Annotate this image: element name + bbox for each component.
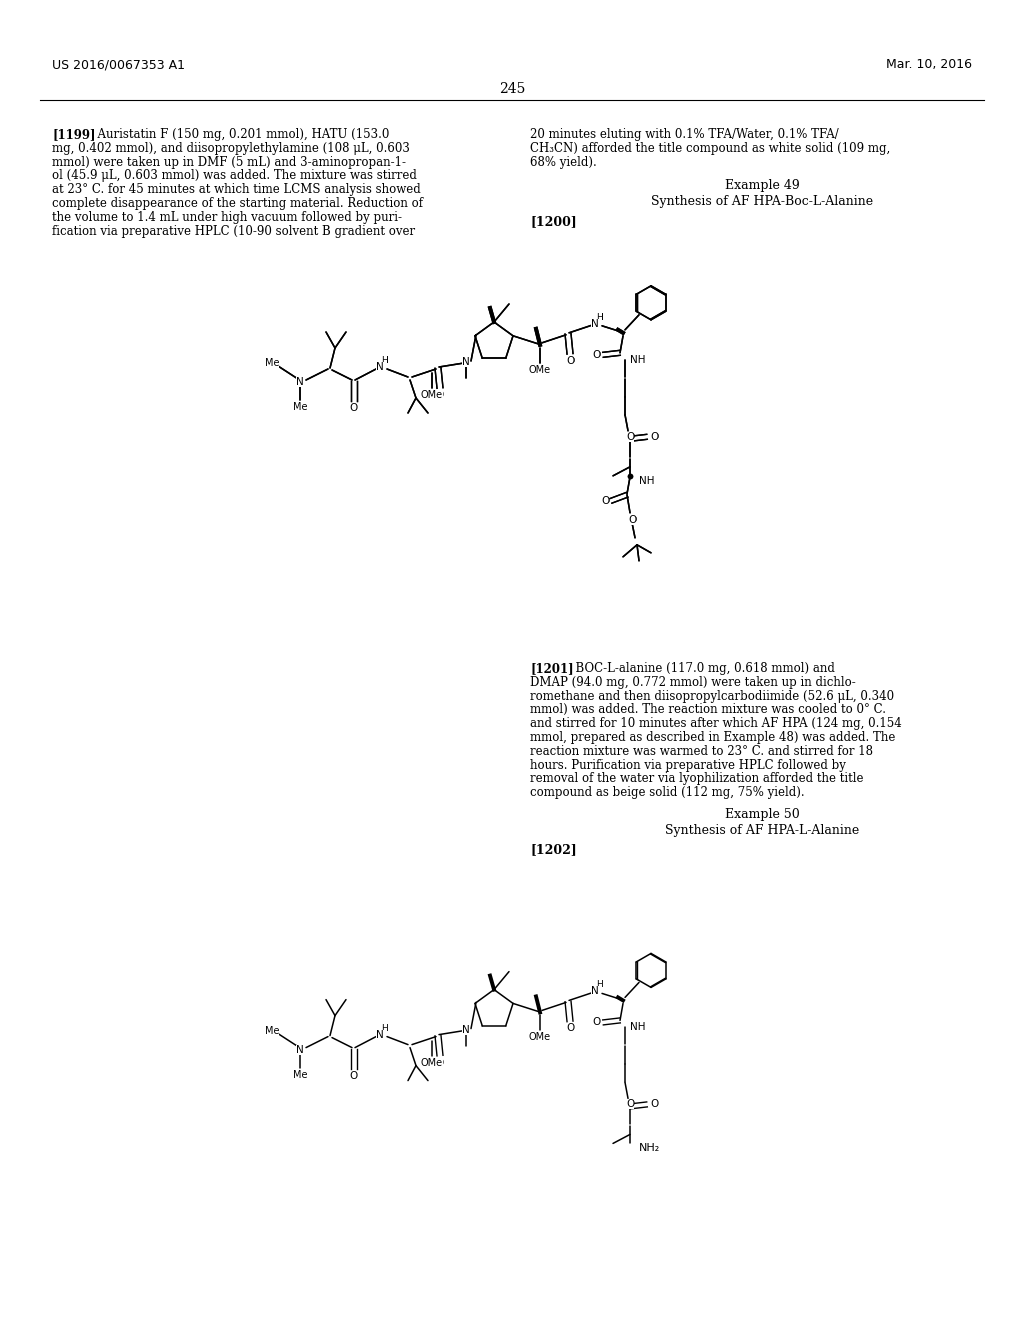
Text: H: H bbox=[596, 313, 602, 322]
Text: O: O bbox=[650, 1100, 658, 1109]
Text: O: O bbox=[628, 515, 636, 525]
Text: NH: NH bbox=[630, 1023, 645, 1032]
Text: DMAP (94.0 mg, 0.772 mmol) were taken up in dichlo-: DMAP (94.0 mg, 0.772 mmol) were taken up… bbox=[530, 676, 856, 689]
Text: BOC-L-alanine (117.0 mg, 0.618 mmol) and: BOC-L-alanine (117.0 mg, 0.618 mmol) and bbox=[568, 663, 835, 675]
Text: O: O bbox=[650, 432, 658, 442]
Text: N: N bbox=[591, 319, 599, 329]
Text: N: N bbox=[462, 356, 470, 367]
Text: O: O bbox=[350, 1071, 358, 1081]
Text: H: H bbox=[381, 1023, 387, 1032]
Text: N: N bbox=[296, 378, 304, 387]
Text: H: H bbox=[381, 356, 387, 366]
Text: 20 minutes eluting with 0.1% TFA/Water, 0.1% TFA/: 20 minutes eluting with 0.1% TFA/Water, … bbox=[530, 128, 839, 141]
Text: NH: NH bbox=[630, 355, 645, 364]
Text: reaction mixture was warmed to 23° C. and stirred for 18: reaction mixture was warmed to 23° C. an… bbox=[530, 744, 873, 758]
Text: [1201]: [1201] bbox=[530, 663, 573, 675]
Text: O: O bbox=[436, 1057, 444, 1068]
Text: O: O bbox=[566, 356, 574, 366]
Text: O: O bbox=[566, 1023, 574, 1034]
Text: Example 49: Example 49 bbox=[725, 180, 800, 193]
Text: 68% yield).: 68% yield). bbox=[530, 156, 597, 169]
Text: N: N bbox=[591, 319, 599, 329]
Text: O: O bbox=[601, 496, 609, 506]
Text: NH: NH bbox=[630, 355, 645, 364]
Text: O: O bbox=[350, 403, 358, 413]
Text: O: O bbox=[592, 350, 600, 360]
Text: romethane and then diisopropylcarbodiimide (52.6 μL, 0.340: romethane and then diisopropylcarbodiimi… bbox=[530, 689, 894, 702]
Text: Me: Me bbox=[265, 1026, 280, 1036]
Text: removal of the water via lyophilization afforded the title: removal of the water via lyophilization … bbox=[530, 772, 863, 785]
Text: Me: Me bbox=[265, 358, 280, 368]
Text: Synthesis of AF HPA-Boc-L-Alanine: Synthesis of AF HPA-Boc-L-Alanine bbox=[651, 195, 873, 209]
Text: OMe: OMe bbox=[529, 364, 551, 375]
Text: N: N bbox=[376, 362, 384, 372]
Text: N: N bbox=[591, 986, 599, 997]
Text: H: H bbox=[596, 313, 602, 322]
Text: H: H bbox=[381, 356, 387, 366]
Text: OMe: OMe bbox=[529, 364, 551, 375]
Text: O: O bbox=[626, 1100, 634, 1109]
Text: Me: Me bbox=[293, 1069, 307, 1080]
Text: O: O bbox=[436, 389, 444, 400]
Text: O: O bbox=[628, 515, 636, 525]
Text: O: O bbox=[650, 432, 658, 442]
Text: and stirred for 10 minutes after which AF HPA (124 mg, 0.154: and stirred for 10 minutes after which A… bbox=[530, 717, 902, 730]
Text: complete disappearance of the starting material. Reduction of: complete disappearance of the starting m… bbox=[52, 197, 423, 210]
Text: N: N bbox=[376, 1030, 384, 1040]
Text: Auristatin F (150 mg, 0.201 mmol), HATU (153.0: Auristatin F (150 mg, 0.201 mmol), HATU … bbox=[90, 128, 389, 141]
Text: CH₃CN) afforded the title compound as white solid (109 mg,: CH₃CN) afforded the title compound as wh… bbox=[530, 141, 890, 154]
Text: Mar. 10, 2016: Mar. 10, 2016 bbox=[886, 58, 972, 71]
Text: O: O bbox=[350, 403, 358, 413]
Text: O: O bbox=[592, 1018, 600, 1027]
Text: compound as beige solid (112 mg, 75% yield).: compound as beige solid (112 mg, 75% yie… bbox=[530, 787, 805, 799]
Text: N: N bbox=[296, 1044, 304, 1055]
Text: N: N bbox=[462, 1024, 470, 1035]
Text: mmol) was added. The reaction mixture was cooled to 0° C.: mmol) was added. The reaction mixture wa… bbox=[530, 704, 886, 717]
Text: N: N bbox=[376, 362, 384, 372]
Text: 245: 245 bbox=[499, 82, 525, 96]
Text: [1202]: [1202] bbox=[530, 843, 577, 855]
Text: Example 50: Example 50 bbox=[725, 808, 800, 821]
Text: NH: NH bbox=[639, 475, 654, 486]
Text: hours. Purification via preparative HPLC followed by: hours. Purification via preparative HPLC… bbox=[530, 759, 846, 772]
Text: [1199]: [1199] bbox=[52, 128, 95, 141]
Text: mg, 0.402 mmol), and diisopropylethylamine (108 μL, 0.603: mg, 0.402 mmol), and diisopropylethylami… bbox=[52, 141, 410, 154]
Text: N: N bbox=[296, 378, 304, 387]
Text: Me: Me bbox=[265, 358, 280, 368]
Text: US 2016/0067353 A1: US 2016/0067353 A1 bbox=[52, 58, 185, 71]
Text: OMe: OMe bbox=[421, 389, 443, 400]
Text: [1200]: [1200] bbox=[530, 215, 577, 228]
Text: O: O bbox=[592, 350, 600, 360]
Text: O: O bbox=[626, 432, 634, 442]
Text: O: O bbox=[566, 356, 574, 366]
Text: O: O bbox=[436, 389, 444, 400]
Text: O: O bbox=[626, 432, 634, 442]
Text: H: H bbox=[596, 981, 602, 990]
Text: at 23° C. for 45 minutes at which time LCMS analysis showed: at 23° C. for 45 minutes at which time L… bbox=[52, 183, 421, 197]
Text: Synthesis of AF HPA-L-Alanine: Synthesis of AF HPA-L-Alanine bbox=[665, 824, 859, 837]
Text: N: N bbox=[462, 356, 470, 367]
Text: NH₂: NH₂ bbox=[639, 1143, 660, 1154]
Text: fication via preparative HPLC (10-90 solvent B gradient over: fication via preparative HPLC (10-90 sol… bbox=[52, 224, 415, 238]
Text: NH: NH bbox=[639, 475, 654, 486]
Text: O: O bbox=[601, 496, 609, 506]
Text: OMe: OMe bbox=[421, 1057, 443, 1068]
Text: ol (45.9 μL, 0.603 mmol) was added. The mixture was stirred: ol (45.9 μL, 0.603 mmol) was added. The … bbox=[52, 169, 417, 182]
Text: Me: Me bbox=[293, 403, 307, 412]
Text: OMe: OMe bbox=[421, 389, 443, 400]
Text: the volume to 1.4 mL under high vacuum followed by puri-: the volume to 1.4 mL under high vacuum f… bbox=[52, 211, 402, 224]
Text: OMe: OMe bbox=[529, 1032, 551, 1043]
Text: mmol, prepared as described in Example 48) was added. The: mmol, prepared as described in Example 4… bbox=[530, 731, 895, 744]
Text: mmol) were taken up in DMF (5 mL) and 3-aminopropan-1-: mmol) were taken up in DMF (5 mL) and 3-… bbox=[52, 156, 406, 169]
Text: Me: Me bbox=[293, 403, 307, 412]
